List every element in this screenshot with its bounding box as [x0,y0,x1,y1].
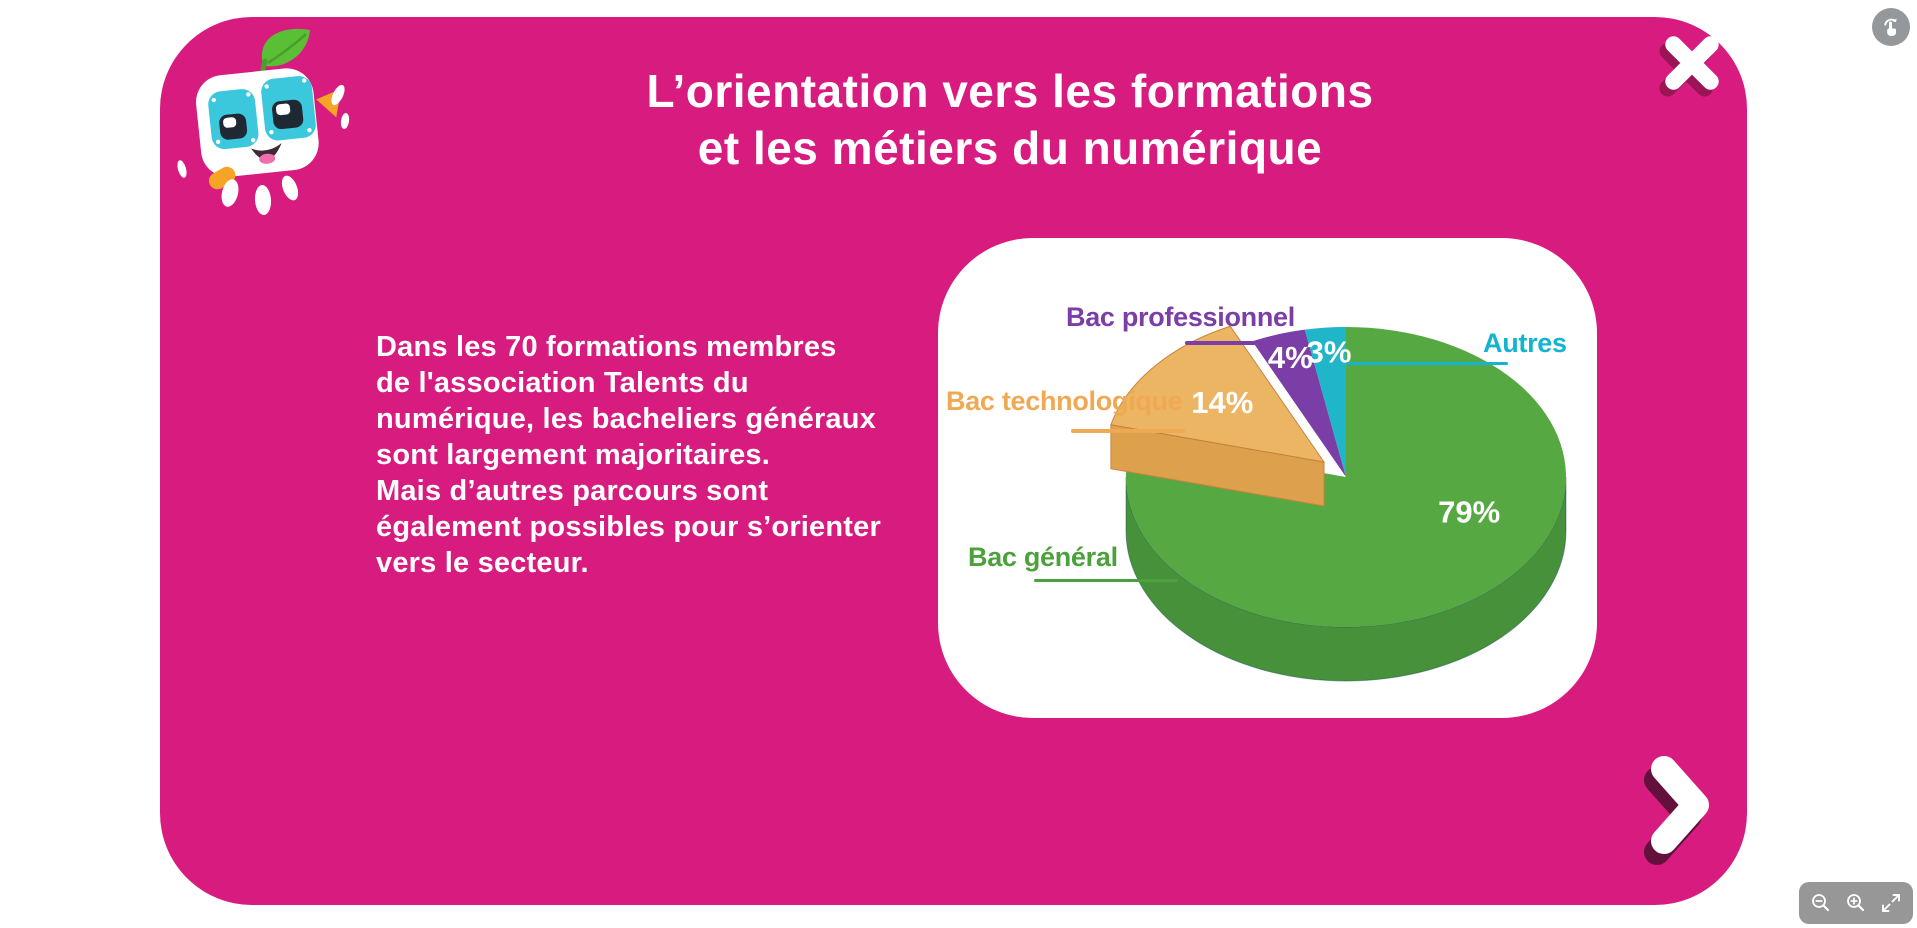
robot-mascot [177,28,350,215]
slice-value-label: 4% [1268,340,1313,375]
leader-line-autres [1346,362,1508,365]
slice-value-label: 79% [1438,495,1500,530]
page-title-line1: L’orientation vers les formations [646,65,1374,117]
close-icon [1659,36,1719,97]
intro-text: Dans les 70 formations membres de l'asso… [376,331,881,579]
leader-line-bac-technologique [1071,429,1185,433]
fullscreen-icon [1882,894,1900,912]
legend-bac-general: Bac général [968,542,1118,572]
pie-slice-bac-professionnel [1252,329,1346,477]
legend-autres: Autres [1483,328,1567,358]
zoom-out-button[interactable] [1808,890,1834,916]
legend-bac-technologique: Bac technologique [946,386,1183,416]
zoom-out-icon [1812,894,1830,912]
leader-line-bac-general [1034,579,1178,582]
chart-panel: 79% 14% 4% 3% Bac professionnel Autres Bac … [938,238,1597,718]
legend-bac-professionnel: Bac professionnel [1066,302,1295,332]
next-button[interactable] [1640,747,1718,867]
zoom-in-icon [1847,894,1865,912]
pie-slice-autres [1304,327,1346,477]
zoom-in-button[interactable] [1843,890,1869,916]
close-button[interactable] [1658,29,1726,97]
pie-chart: 79% 14% 4%3% [1110,325,1567,682]
slice-value-label: 3% [1307,335,1352,370]
page-title-line2: et les métiers du numérique [697,122,1323,174]
leader-line-bac-professionnel [1185,341,1278,345]
slide-card: L’orientation vers les formations et les… [160,17,1747,905]
rotate-hint-button[interactable] [1872,8,1910,46]
pie-slice-bac-technologique [1110,325,1326,463]
tap-gesture-icon [1884,18,1897,36]
pie-slice-bac-général [1125,327,1566,627]
fullscreen-button[interactable] [1878,890,1904,916]
page-title: L’orientation vers les formations et les… [500,63,1520,177]
zoom-toolbar [1799,882,1913,924]
chevron-right-icon [1644,756,1709,865]
slice-value-label: 14% [1191,385,1253,420]
